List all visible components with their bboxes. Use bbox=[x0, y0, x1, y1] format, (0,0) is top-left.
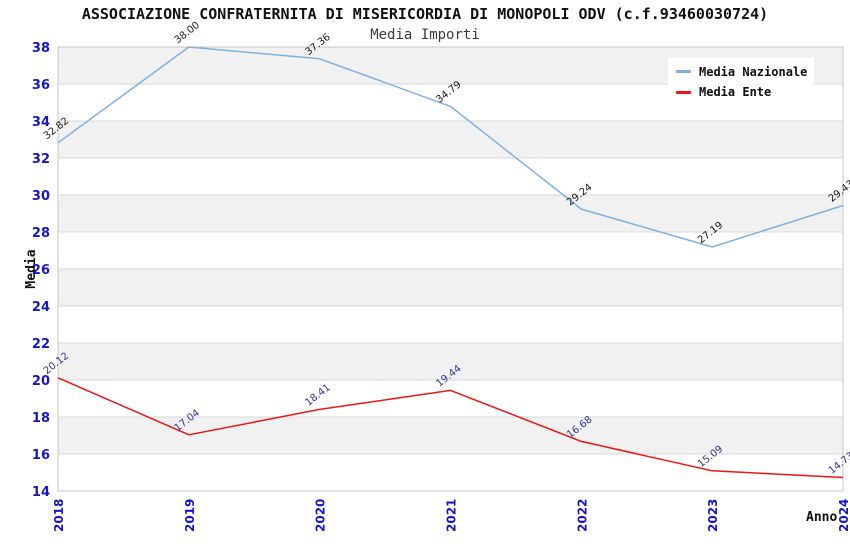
x-tick-label: 2023 bbox=[706, 499, 720, 532]
y-tick-label: 24 bbox=[32, 300, 50, 315]
y-tick-label: 20 bbox=[32, 374, 50, 389]
y-tick-label: 26 bbox=[32, 263, 50, 278]
plot-border bbox=[57, 46, 844, 492]
y-tick-label: 18 bbox=[32, 411, 50, 426]
background-band bbox=[58, 454, 843, 491]
y-tick-label: 30 bbox=[32, 189, 50, 204]
x-tick-label: 2021 bbox=[445, 499, 459, 532]
x-tick-label: 2018 bbox=[52, 499, 66, 532]
series-line-media-nazionale bbox=[57, 46, 844, 248]
x-tick-label: 2022 bbox=[575, 499, 589, 532]
y-tick-label: 38 bbox=[32, 41, 50, 56]
x-axis-title: Anno bbox=[806, 510, 838, 525]
y-tick-label: 36 bbox=[32, 78, 50, 93]
x-tick-label: 2019 bbox=[183, 499, 197, 532]
background-band bbox=[58, 121, 843, 158]
chart-subtitle: Media Importi bbox=[370, 27, 480, 43]
legend-line-sample-ente bbox=[676, 90, 691, 94]
background-band bbox=[58, 158, 843, 195]
y-tick-label: 16 bbox=[32, 448, 50, 463]
series-line-media-ente bbox=[57, 377, 844, 479]
y-tick-label: 34 bbox=[32, 115, 50, 130]
legend: Media Nazionale Media Ente bbox=[668, 58, 814, 106]
background-band bbox=[58, 269, 843, 306]
background-band bbox=[58, 232, 843, 269]
x-tick-label: 2020 bbox=[314, 499, 328, 532]
x-tick-label: 2024 bbox=[837, 499, 850, 532]
y-tick-label: 14 bbox=[32, 485, 50, 500]
background-band bbox=[58, 380, 843, 417]
legend-item-media-nazionale: Media Nazionale bbox=[676, 65, 814, 79]
legend-label-nazionale: Media Nazionale bbox=[699, 64, 808, 79]
y-tick-label: 22 bbox=[32, 337, 50, 352]
y-tick-label: 28 bbox=[32, 226, 50, 241]
background-band bbox=[58, 343, 843, 380]
y-tick-label: 32 bbox=[32, 152, 50, 167]
y-axis-title: Media bbox=[24, 249, 39, 289]
chart-title: ASSOCIAZIONE CONFRATERNITA DI MISERICORD… bbox=[81, 5, 769, 23]
legend-line-sample-nazionale bbox=[676, 70, 691, 74]
legend-item-media-ente: Media Ente bbox=[676, 85, 814, 99]
legend-label-ente: Media Ente bbox=[699, 85, 772, 100]
background-band bbox=[58, 306, 843, 343]
background-band bbox=[58, 195, 843, 232]
